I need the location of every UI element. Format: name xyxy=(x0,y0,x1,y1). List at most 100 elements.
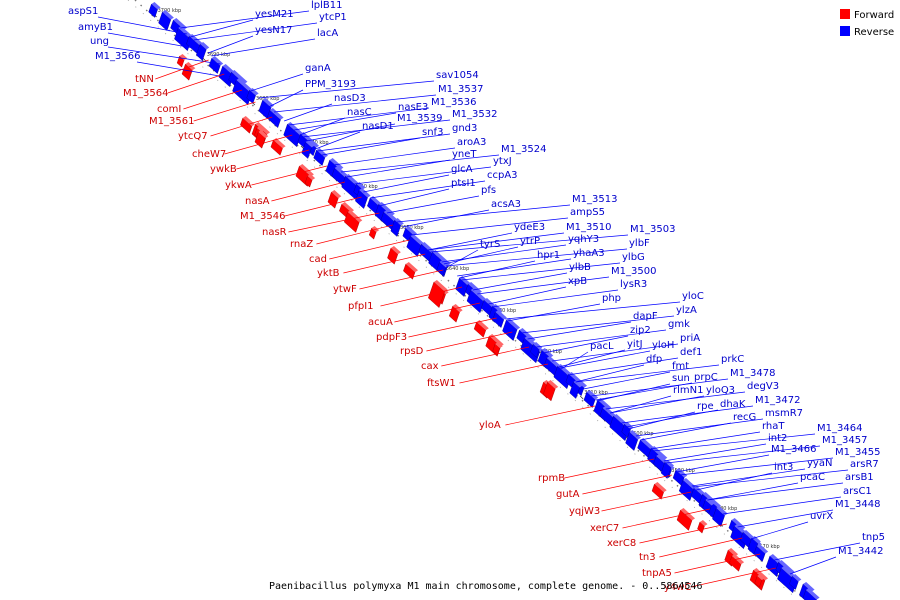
forward-gene-arrow xyxy=(543,380,559,402)
reverse-gene-label: tnp5 xyxy=(862,532,885,543)
forward-gene-label: pfpI1 xyxy=(348,301,374,312)
reverse-leader-line xyxy=(136,61,238,80)
forward-gene-label: xerC8 xyxy=(607,538,636,549)
forward-gene-arrow xyxy=(697,520,708,534)
reverse-gene-label: M1_3472 xyxy=(755,395,800,406)
reverse-gene-label: dfp xyxy=(646,354,662,365)
forward-gene-label: tnpA5 xyxy=(642,568,672,579)
forward-gene-label: comI xyxy=(157,104,181,115)
reverse-gene-arrow xyxy=(789,574,802,590)
reverse-gene-label: lysR3 xyxy=(620,279,647,290)
reverse-gene-label: dapF xyxy=(633,311,658,322)
forward-gene-arrow xyxy=(428,280,448,308)
reverse-gene-label: php xyxy=(602,293,621,304)
forward-leader-line xyxy=(224,134,293,155)
reverse-gene-label: tyrS xyxy=(480,239,500,250)
reverse-gene-label: yitJ xyxy=(627,339,643,350)
reverse-leader-line xyxy=(306,123,396,142)
reverse-leader-line xyxy=(477,276,610,295)
reverse-leader-line xyxy=(707,482,844,501)
forward-gene-arrow xyxy=(304,174,316,188)
reverse-gene-label: priA xyxy=(680,333,700,344)
reverse-gene-label: ytxJ xyxy=(493,156,512,167)
reverse-leader-line xyxy=(428,232,513,251)
forward-gene-label: ykwA xyxy=(225,180,252,191)
forward-gene-label: tNN xyxy=(135,74,154,85)
forward-leader-line xyxy=(601,491,692,512)
reverse-gene-label: ung xyxy=(90,36,109,47)
reverse-gene-label: M1_3537 xyxy=(438,84,483,95)
reverse-gene-label: nasC xyxy=(347,107,372,118)
forward-gene-label: y4wC xyxy=(664,582,691,593)
forward-gene-arrow xyxy=(327,190,342,209)
forward-gene-label: rnaZ xyxy=(290,239,313,250)
reverse-gene-label: ytrP xyxy=(520,236,540,247)
reverse-leader-line xyxy=(446,249,479,268)
forward-gene-arrow xyxy=(368,226,380,240)
forward-leader-line xyxy=(459,363,549,384)
forward-gene-label: nasA xyxy=(245,196,270,207)
reverse-leader-line xyxy=(317,133,451,152)
axis-tick-label: 3580 kbp xyxy=(714,506,738,512)
gene-arrows xyxy=(148,2,820,600)
forward-leader-line xyxy=(167,73,225,94)
forward-gene-label: cad xyxy=(309,254,327,265)
reverse-gene-label: M1_3500 xyxy=(611,266,656,277)
reverse-leader-line xyxy=(428,232,565,251)
reverse-leader-line xyxy=(301,119,451,138)
reverse-leader-line xyxy=(575,364,645,383)
reverse-leader-line xyxy=(288,107,430,126)
forward-leader-line xyxy=(564,458,655,479)
forward-gene-arrow xyxy=(473,320,489,338)
reverse-leader-line xyxy=(552,343,679,362)
reverse-leader-line xyxy=(459,260,536,279)
label-leader-lines xyxy=(97,10,861,588)
reverse-leader-line xyxy=(322,137,421,156)
reverse-gene-label: int3 xyxy=(774,462,793,473)
reverse-gene-label: yyaN xyxy=(807,458,832,469)
reverse-gene-label: M1_3478 xyxy=(730,368,775,379)
reverse-gene-label: dhaK xyxy=(720,399,746,410)
forward-gene-label: ytwF xyxy=(333,284,357,295)
forward-gene-arrow xyxy=(754,574,765,588)
forward-gene-label: rpsD xyxy=(400,346,424,357)
forward-gene-label: rpmB xyxy=(538,473,565,484)
reverse-leader-line xyxy=(107,46,221,65)
forward-gene-label: acuA xyxy=(368,317,393,328)
axis-tick-label: 3630 kbp xyxy=(493,308,517,314)
reverse-leader-line xyxy=(774,542,861,561)
reverse-gene-label: M1_3466 xyxy=(771,444,816,455)
forward-gene-arrow xyxy=(729,554,745,572)
reverse-leader-line xyxy=(560,351,589,370)
axis-tick-label: 3680 kbp xyxy=(256,96,280,102)
reverse-leader-line xyxy=(274,94,437,113)
reverse-gene-label: M1_3539 xyxy=(397,113,442,124)
forward-leader-line xyxy=(359,269,444,290)
reverse-gene-label: ampS5 xyxy=(570,207,605,218)
reverse-leader-line xyxy=(363,174,450,193)
reverse-leader-line xyxy=(789,556,837,575)
reverse-gene-label: nasD3 xyxy=(334,93,366,104)
reverse-gene-label: gnd3 xyxy=(452,123,477,134)
reverse-leader-line xyxy=(180,10,310,29)
forward-leader-line xyxy=(193,101,256,122)
reverse-leader-line xyxy=(258,80,435,99)
reverse-gene-label: rhaT xyxy=(762,421,785,432)
axis-tick-label: 3600 kbp xyxy=(630,431,654,437)
forward-gene-label: pdpF3 xyxy=(376,332,407,343)
reverse-leader-line xyxy=(665,445,821,464)
reverse-gene-label: M1_3566 xyxy=(95,51,140,62)
reverse-leader-line xyxy=(750,521,809,540)
forward-gene-label: M1_3561 xyxy=(149,116,194,127)
reverse-leader-line xyxy=(441,244,567,263)
reverse-leader-line xyxy=(621,405,754,424)
reverse-gene-label: def1 xyxy=(680,347,702,358)
reverse-leader-line xyxy=(543,335,629,354)
axis-tick-label: 3620 kbp xyxy=(538,349,562,355)
reverse-gene-label: ytcP1 xyxy=(319,12,347,23)
reverse-gene-arrow xyxy=(208,56,224,74)
forward-leader-line xyxy=(408,317,497,338)
reverse-leader-line xyxy=(346,159,451,178)
reverse-gene-label: ptsI1 xyxy=(451,178,476,189)
reverse-gene-label: arsR7 xyxy=(850,459,879,470)
